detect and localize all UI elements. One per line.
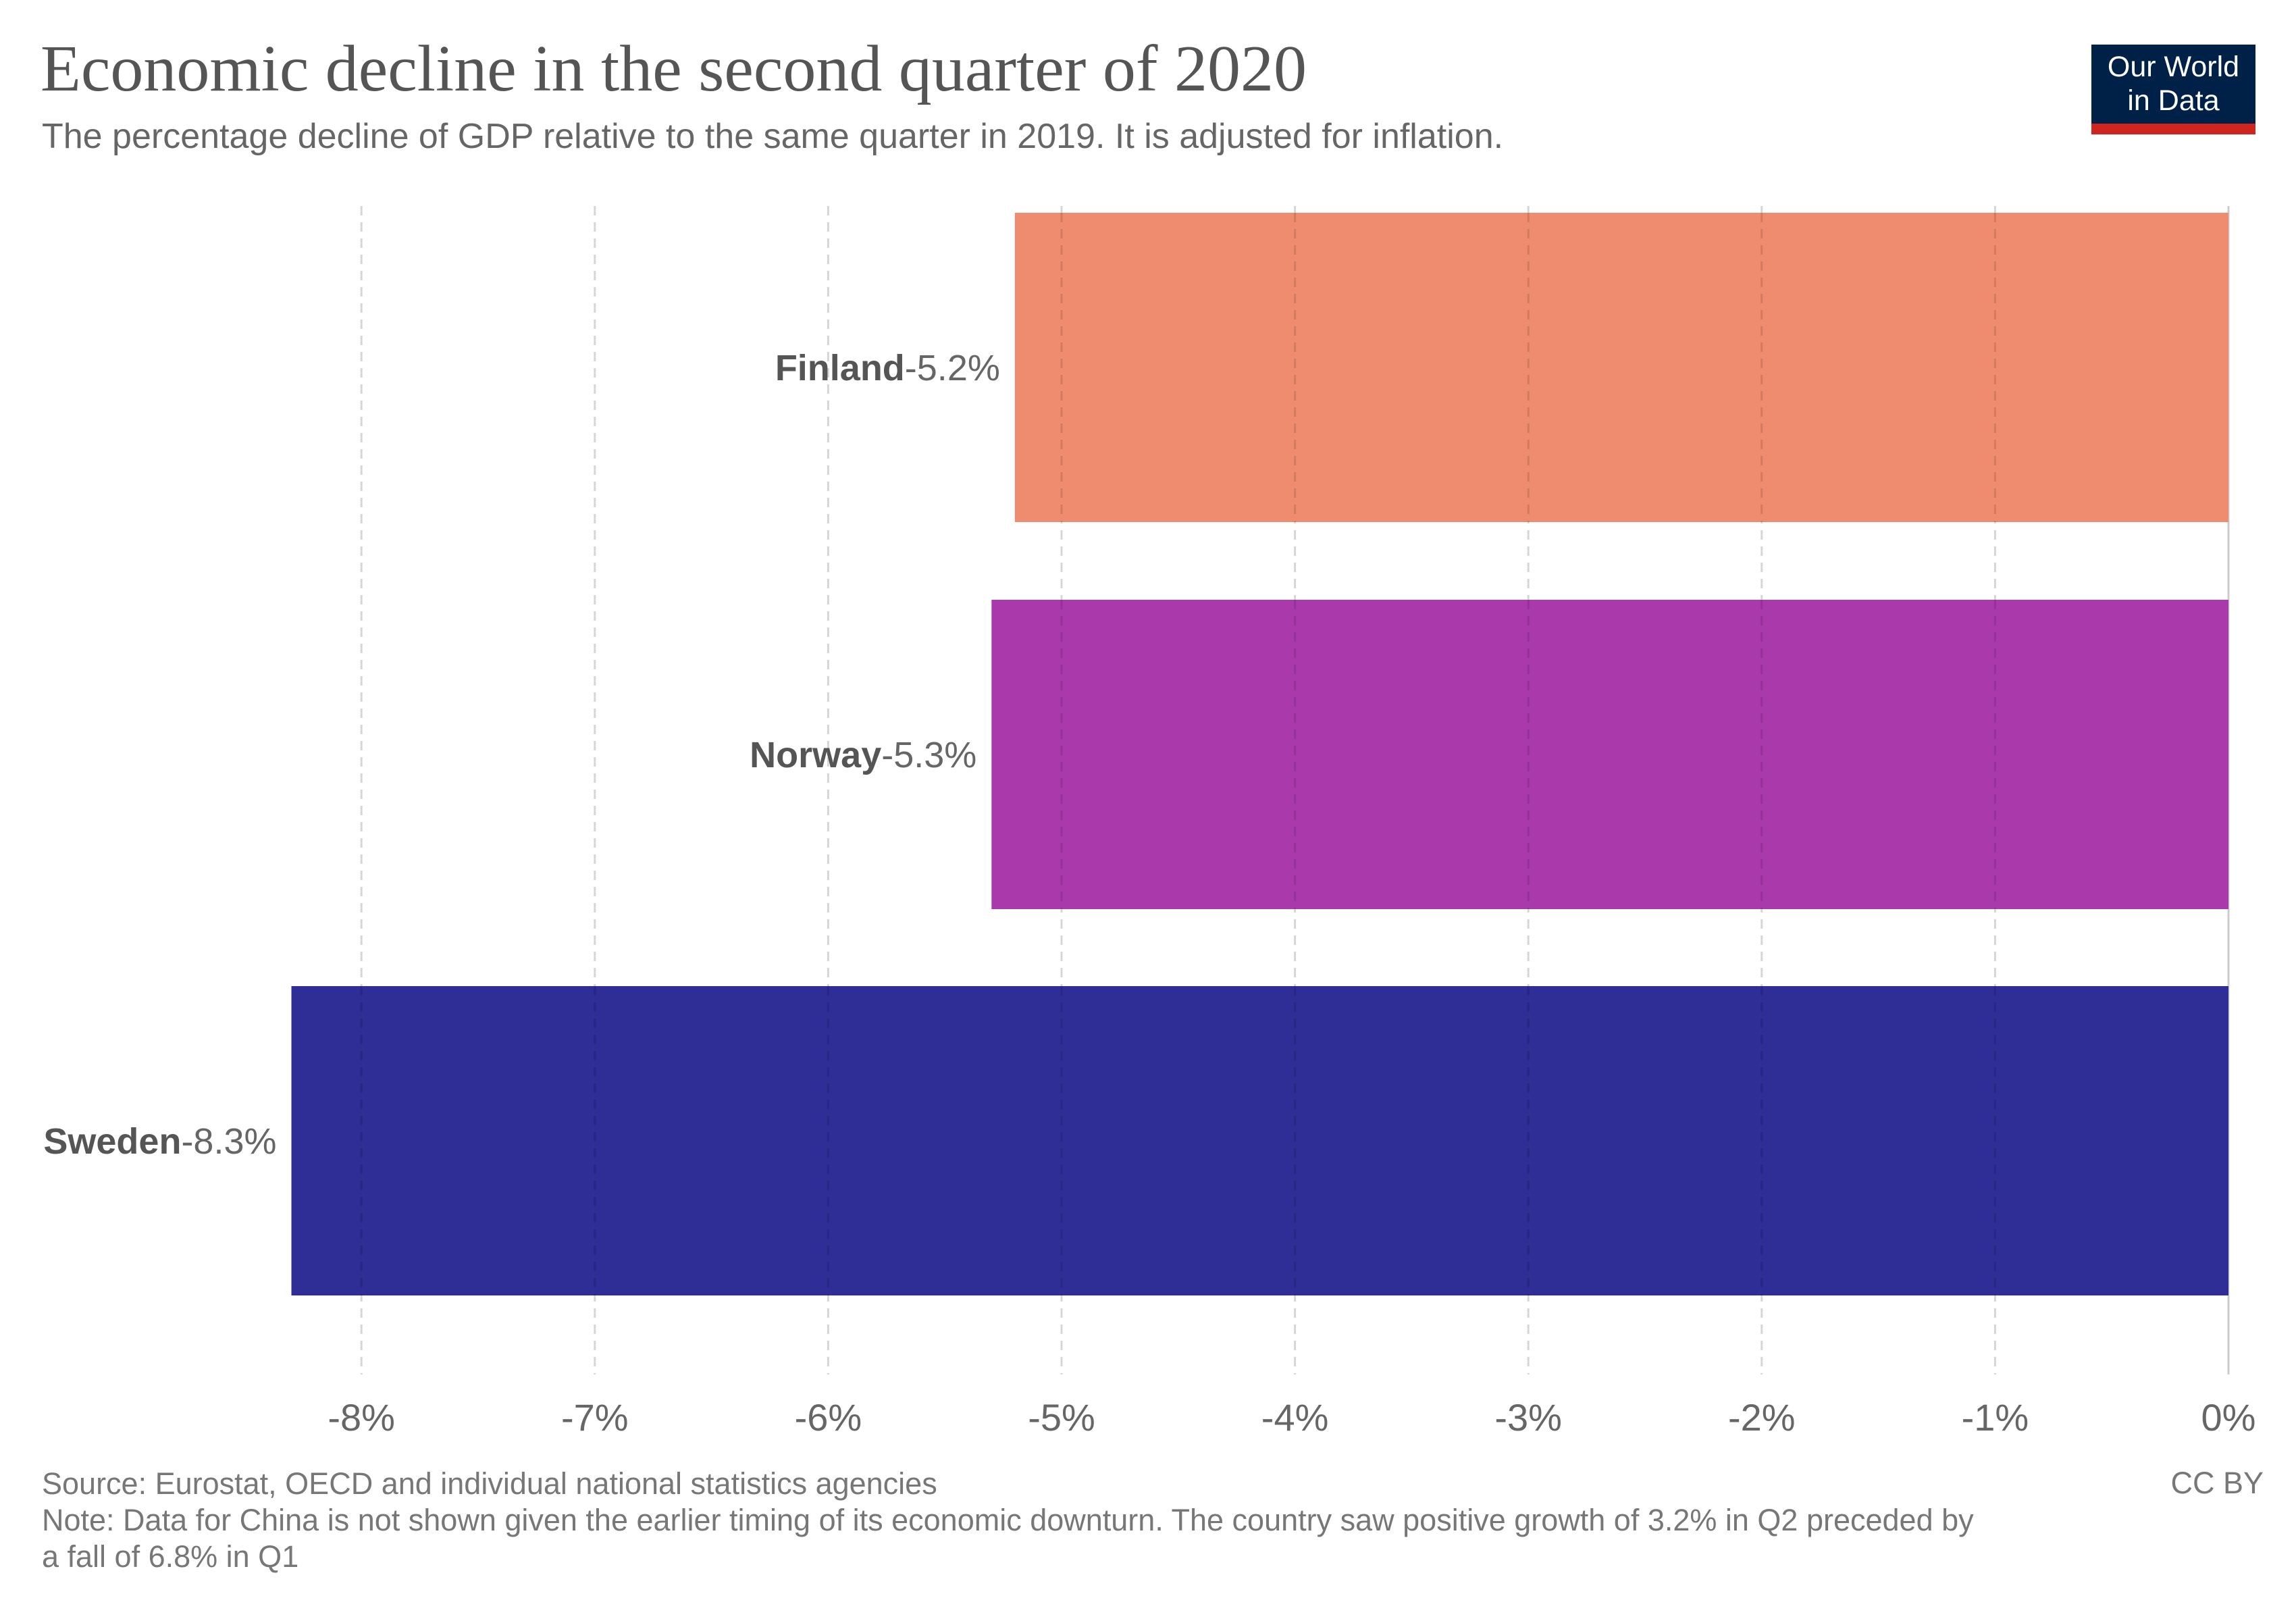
chart-title: Economic decline in the second quarter o…	[41, 32, 1307, 105]
x-tick-label: 0%	[2201, 1396, 2256, 1439]
bar-label-finland: Finland-5.2%	[775, 348, 1000, 388]
value-label: -5.2%	[905, 348, 1000, 388]
x-tick-label: -4%	[1261, 1396, 1329, 1439]
value-label: -8.3%	[181, 1121, 276, 1162]
x-tick-label: -3%	[1494, 1396, 1562, 1439]
license-link[interactable]: CC BY	[2170, 1466, 2264, 1500]
x-tick-label: -1%	[1962, 1396, 2029, 1439]
owid-logo[interactable]: Our World in Data	[2091, 45, 2255, 134]
x-tick-label: -5%	[1028, 1396, 1095, 1439]
bar-norway[interactable]	[991, 600, 2228, 909]
chart-subtitle: The percentage decline of GDP relative t…	[42, 117, 1504, 156]
note-text-line-2: a fall of 6.8% in Q1	[42, 1539, 299, 1574]
logo-line-1: Our World	[2107, 51, 2240, 83]
x-tick-label: -2%	[1728, 1396, 1796, 1439]
logo-line-2: in Data	[2127, 84, 2220, 117]
source-text: Source: Eurostat, OECD and individual na…	[42, 1466, 937, 1501]
value-label: -5.3%	[881, 735, 976, 775]
x-tick-label: -6%	[795, 1396, 862, 1439]
category-label: Finland	[775, 348, 905, 388]
chart-footer: Source: Eurostat, OECD and individual na…	[42, 1466, 1974, 1575]
bar-label-sweden: Sweden-8.3%	[43, 1121, 276, 1162]
bar-finland[interactable]	[1014, 213, 2228, 522]
note-text-line-1: Note: Data for China is not shown given …	[42, 1503, 1974, 1537]
bar-label-norway: Norway-5.3%	[750, 735, 976, 775]
category-label: Sweden	[43, 1121, 181, 1162]
bar-sweden[interactable]	[291, 986, 2228, 1295]
x-tick-label: -8%	[328, 1396, 395, 1439]
x-tick-label: -7%	[561, 1396, 629, 1439]
category-label: Norway	[750, 735, 881, 775]
